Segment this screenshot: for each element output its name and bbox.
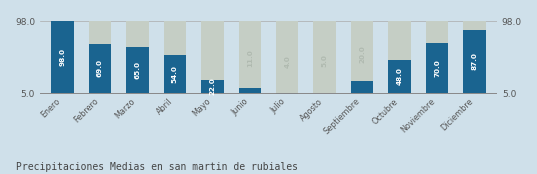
Text: 69.0: 69.0 bbox=[97, 59, 103, 77]
Bar bbox=[351, 81, 373, 93]
Bar bbox=[238, 88, 261, 93]
Bar bbox=[164, 21, 186, 93]
Bar bbox=[314, 21, 336, 93]
Text: 5.0: 5.0 bbox=[322, 54, 328, 67]
Bar bbox=[276, 21, 299, 93]
Text: 65.0: 65.0 bbox=[134, 61, 140, 79]
Bar bbox=[89, 21, 111, 93]
Bar bbox=[426, 21, 448, 93]
Text: 70.0: 70.0 bbox=[434, 59, 440, 77]
Bar bbox=[201, 21, 223, 93]
Bar bbox=[51, 21, 74, 93]
Text: 20.0: 20.0 bbox=[359, 45, 365, 63]
Bar bbox=[463, 21, 486, 93]
Text: 22.0: 22.0 bbox=[209, 78, 215, 95]
Bar bbox=[463, 30, 486, 93]
Text: 87.0: 87.0 bbox=[471, 52, 477, 70]
Text: 11.0: 11.0 bbox=[247, 49, 253, 67]
Text: 98.0: 98.0 bbox=[60, 48, 66, 66]
Bar bbox=[388, 60, 411, 93]
Text: Precipitaciones Medias en san martin de rubiales: Precipitaciones Medias en san martin de … bbox=[16, 162, 298, 172]
Bar bbox=[238, 21, 261, 93]
Text: 48.0: 48.0 bbox=[397, 68, 403, 85]
Bar bbox=[51, 21, 74, 93]
Bar bbox=[126, 47, 149, 93]
Bar bbox=[126, 21, 149, 93]
Bar bbox=[276, 93, 299, 94]
Bar bbox=[351, 21, 373, 93]
Bar bbox=[89, 44, 111, 93]
Bar bbox=[201, 80, 223, 93]
Bar bbox=[164, 55, 186, 93]
Bar bbox=[426, 43, 448, 93]
Text: 4.0: 4.0 bbox=[284, 55, 290, 68]
Text: 54.0: 54.0 bbox=[172, 65, 178, 83]
Bar bbox=[388, 21, 411, 93]
